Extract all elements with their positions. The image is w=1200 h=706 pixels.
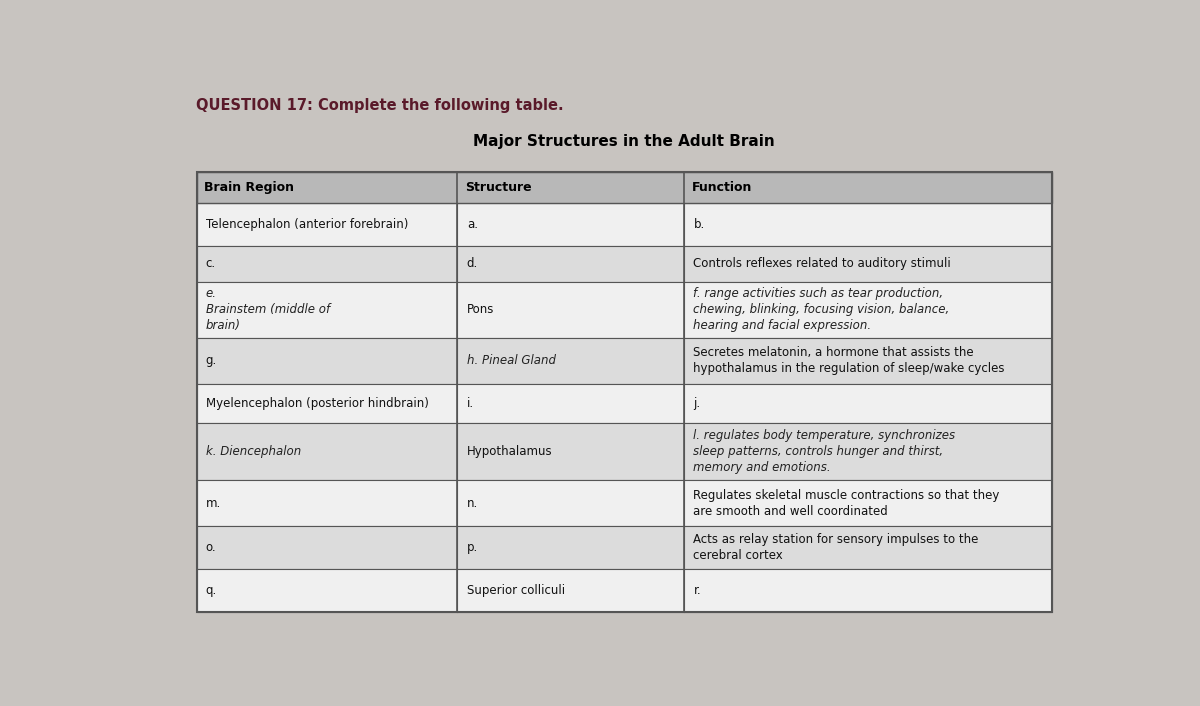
Text: l. regulates body temperature, synchronizes
sleep patterns, controls hunger and : l. regulates body temperature, synchroni… [694, 429, 955, 474]
Text: c.: c. [206, 257, 216, 270]
Bar [197, 203, 1052, 246]
Text: m.: m. [206, 496, 221, 510]
Text: o.: o. [206, 541, 216, 554]
Text: Acts as relay station for sensory impulses to the
cerebral cortex: Acts as relay station for sensory impuls… [694, 533, 979, 562]
Bar [197, 246, 1052, 282]
Text: k. Diencephalon: k. Diencephalon [206, 445, 301, 458]
Text: g.: g. [206, 354, 217, 367]
Bar [197, 569, 1052, 612]
Text: j.: j. [694, 397, 701, 409]
Text: b.: b. [694, 217, 704, 231]
Bar [197, 526, 1052, 569]
Bar [197, 480, 1052, 526]
Text: Brain Region: Brain Region [204, 181, 294, 193]
Text: q.: q. [206, 584, 217, 597]
Text: Structure: Structure [464, 181, 532, 193]
Text: d.: d. [467, 257, 478, 270]
Bar [197, 338, 1052, 383]
Text: Superior colliculi: Superior colliculi [467, 584, 565, 597]
Bar [197, 383, 1052, 423]
Text: Controls reflexes related to auditory stimuli: Controls reflexes related to auditory st… [694, 257, 952, 270]
Text: a.: a. [467, 217, 478, 231]
Text: Secretes melatonin, a hormone that assists the
hypothalamus in the regulation of: Secretes melatonin, a hormone that assis… [694, 347, 1004, 376]
Text: n.: n. [467, 496, 478, 510]
Text: Function: Function [691, 181, 752, 193]
Text: Myelencephalon (posterior hindbrain): Myelencephalon (posterior hindbrain) [206, 397, 428, 409]
Bar [197, 172, 1052, 612]
Text: i.: i. [467, 397, 474, 409]
Bar [197, 282, 1052, 338]
Text: Pons: Pons [467, 304, 494, 316]
Text: Major Structures in the Adult Brain: Major Structures in the Adult Brain [474, 133, 775, 149]
Bar [197, 423, 1052, 480]
Text: Regulates skeletal muscle contractions so that they
are smooth and well coordina: Regulates skeletal muscle contractions s… [694, 489, 1000, 517]
Text: p.: p. [467, 541, 478, 554]
Text: Telencephalon (anterior forebrain): Telencephalon (anterior forebrain) [206, 217, 408, 231]
Text: Hypothalamus: Hypothalamus [467, 445, 552, 458]
Text: h. Pineal Gland: h. Pineal Gland [467, 354, 556, 367]
Text: QUESTION 17: Complete the following table.: QUESTION 17: Complete the following tabl… [197, 98, 564, 113]
Text: e.
Brainstem (middle of
brain): e. Brainstem (middle of brain) [206, 287, 330, 333]
Bar [197, 172, 1052, 203]
Text: r.: r. [694, 584, 701, 597]
Text: f. range activities such as tear production,
chewing, blinking, focusing vision,: f. range activities such as tear product… [694, 287, 949, 333]
